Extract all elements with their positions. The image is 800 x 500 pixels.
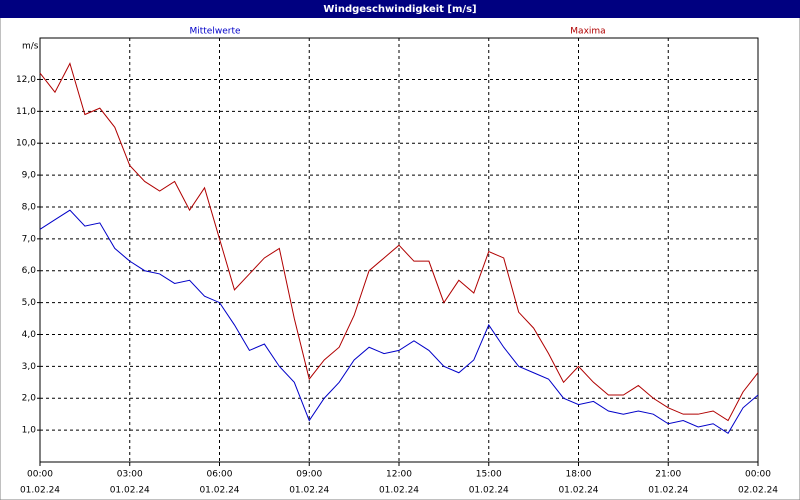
y-tick-label: 11,0 bbox=[16, 107, 36, 117]
y-tick-label: 6,0 bbox=[22, 266, 37, 276]
x-tick-label: 00:00 bbox=[27, 470, 53, 480]
x-tick-label: 18:00 bbox=[566, 470, 592, 480]
y-tick-label: 4,0 bbox=[22, 330, 37, 340]
legend-label: Mittelwerte bbox=[189, 27, 240, 37]
x-tick-label: 00:00 bbox=[745, 470, 771, 480]
y-tick-label: 7,0 bbox=[22, 234, 37, 244]
x-tick-label: 12:00 bbox=[386, 470, 412, 480]
x-tick-date: 01.02.24 bbox=[199, 486, 239, 496]
y-tick-label: 2,0 bbox=[22, 394, 37, 404]
x-tick-date: 01.02.24 bbox=[289, 486, 329, 496]
x-tick-date: 01.02.24 bbox=[648, 486, 688, 496]
y-tick-label: 1,0 bbox=[22, 426, 37, 436]
chart-title: Windgeschwindigkeit [m/s] bbox=[323, 4, 476, 15]
y-tick-label: 8,0 bbox=[22, 202, 37, 212]
x-tick-date: 01.02.24 bbox=[110, 486, 150, 496]
y-axis-label: m/s bbox=[22, 42, 39, 52]
x-tick-date: 01.02.24 bbox=[558, 486, 598, 496]
y-tick-label: 9,0 bbox=[22, 171, 37, 181]
y-tick-label: 10,0 bbox=[16, 139, 36, 149]
x-tick-date: 01.02.24 bbox=[20, 486, 60, 496]
x-tick-date: 01.02.24 bbox=[379, 486, 419, 496]
title-bar bbox=[0, 0, 800, 18]
y-tick-label: 12,0 bbox=[16, 75, 36, 85]
series-line bbox=[39, 62, 759, 422]
x-tick-label: 03:00 bbox=[117, 470, 143, 480]
x-tick-date: 01.02.24 bbox=[469, 486, 509, 496]
x-tick-label: 21:00 bbox=[655, 470, 681, 480]
x-tick-date: 02.02.24 bbox=[738, 486, 778, 496]
x-tick-label: 06:00 bbox=[207, 470, 233, 480]
x-tick-label: 15:00 bbox=[476, 470, 502, 480]
y-tick-label: 3,0 bbox=[22, 362, 37, 372]
y-tick-label: 5,0 bbox=[22, 298, 37, 308]
series-line bbox=[39, 209, 759, 435]
x-tick-label: 09:00 bbox=[296, 470, 322, 480]
legend-label: Maxima bbox=[570, 27, 605, 37]
